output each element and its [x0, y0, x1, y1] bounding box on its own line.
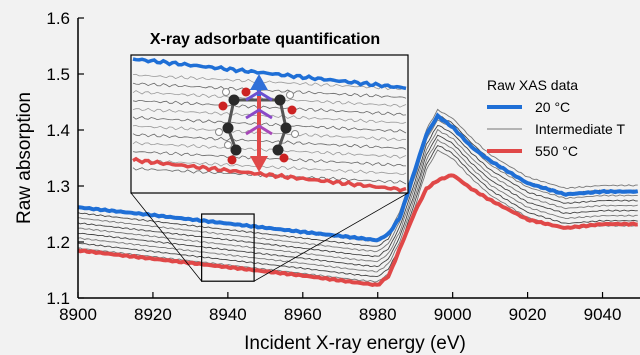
y-tick-label: 1.4 — [46, 121, 70, 140]
inset-intermediate-line — [132, 133, 407, 150]
x-tick-label: 8940 — [209, 305, 247, 324]
adsorbate-molecule-icon — [215, 87, 299, 165]
legend-label-550c: 550 °C — [535, 143, 578, 159]
x-tick-label: 8980 — [359, 305, 397, 324]
series-550c-line — [78, 173, 638, 287]
x-tick-label: 9040 — [584, 305, 622, 324]
y-tick-label: 1.2 — [46, 233, 70, 252]
inset-550c-line — [132, 156, 407, 193]
series-intermediate-line — [78, 138, 638, 273]
legend-title: Raw XAS data — [487, 77, 578, 93]
series-20c-line — [78, 112, 639, 243]
tick-labels: 8900 8920 8940 8960 8980 9000 9020 9040 1.1 1.2 1.… — [46, 9, 621, 324]
y-axis-title: Raw absorption — [14, 92, 35, 224]
legend: Raw XAS data 20 °C Intermediate T 550 °C — [487, 77, 625, 159]
x-tick-label: 8900 — [59, 305, 97, 324]
inset-intermediate-line — [132, 151, 407, 167]
x-tick-label: 8960 — [284, 305, 322, 324]
inset-intermediate-line — [132, 99, 407, 116]
series-intermediate-line — [78, 145, 638, 278]
inset-intermediate-line — [132, 82, 407, 99]
inset-title: X-ray adsorbate quantification — [150, 31, 380, 48]
y-tick-label: 1.5 — [46, 65, 70, 84]
arrows-icon — [245, 74, 273, 172]
series-layer — [78, 108, 639, 287]
x-tick-label: 9020 — [509, 305, 547, 324]
zoom-connector-left — [130, 192, 202, 282]
inset-20c-line — [132, 57, 407, 91]
inset-panel: X-ray adsorbate quantification — [130, 31, 409, 194]
zoom-connector-right — [253, 192, 409, 282]
y-tick-label: 1.1 — [46, 289, 70, 308]
legend-label-20c: 20 °C — [535, 99, 570, 115]
inset-series — [132, 57, 407, 193]
x-axis-title: Incident X-ray energy (eV) — [244, 333, 466, 354]
zoom-region-box — [201, 213, 255, 282]
series-intermediate-line — [78, 119, 638, 253]
axis-ticks — [77, 17, 604, 299]
x-tick-label: 8920 — [134, 305, 172, 324]
y-tick-label: 1.3 — [46, 177, 70, 196]
x-tick-label: 9000 — [434, 305, 472, 324]
legend-label-intermediate: Intermediate T — [535, 121, 625, 137]
inset-intermediate-line — [132, 141, 407, 159]
inset-intermediate-line — [132, 158, 407, 176]
series-intermediate-line — [78, 128, 638, 263]
y-tick-label: 1.6 — [46, 9, 70, 28]
inset-intermediate-line — [132, 116, 407, 134]
inset-intermediate-line — [132, 167, 407, 185]
series-intermediate-line — [78, 125, 638, 258]
